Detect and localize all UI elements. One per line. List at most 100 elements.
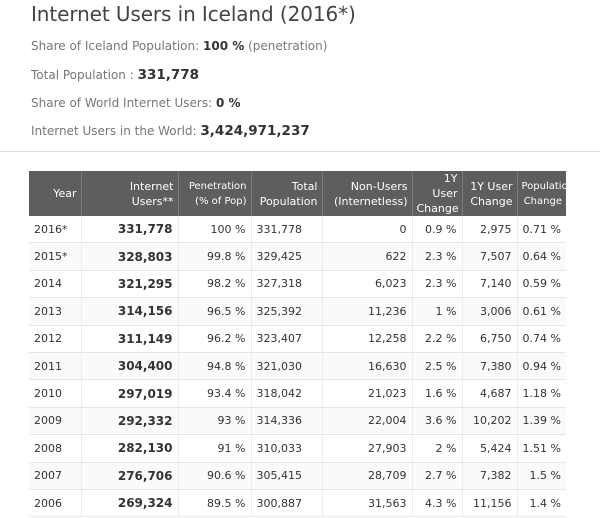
internet-users-cell: 331,778 xyxy=(81,216,179,244)
user-change-count-cell: 7,382 xyxy=(462,462,518,490)
user-change-count-cell: 11,156 xyxy=(462,489,518,518)
user-change-count-cell: 6,750 xyxy=(462,325,518,353)
user-change-percent-cell: 1 % xyxy=(412,297,463,326)
year-cell: 2008 xyxy=(29,434,82,463)
users-table-container: Year Internet Users** Penetration (% of … xyxy=(29,171,574,518)
year-cell: 2006 xyxy=(29,489,82,518)
total-population-cell: 310,033 xyxy=(251,434,323,463)
non-users-cell: 21,023 xyxy=(322,379,413,408)
population-change-cell: 0.64 % xyxy=(517,242,566,271)
population-change-cell: 0.61 % xyxy=(517,297,566,326)
table-row: 2013 314,156 96.5 % 325,392 11,236 1 % 3,006 0.… xyxy=(29,297,566,326)
header-divider xyxy=(0,151,600,152)
table-row: 2009 292,332 93 % 314,336 22,004 3.6 % 10,202 1… xyxy=(29,407,566,436)
column-header-user-change-count[interactable]: 1Y User Change xyxy=(462,171,518,216)
total-population-stat: Total Population : 331,778 xyxy=(31,67,199,83)
non-users-cell: 31,563 xyxy=(322,489,413,518)
user-change-percent-cell: 4.3 % xyxy=(412,489,463,518)
internet-users-cell: 269,324 xyxy=(81,489,179,518)
total-population-cell: 321,030 xyxy=(251,352,323,381)
table-row: 2014 321,295 98.2 % 327,318 6,023 2.3 % 7,140 0… xyxy=(29,270,566,299)
total-population-label: Total Population : xyxy=(31,68,134,82)
year-cell: 2007 xyxy=(29,462,82,490)
user-change-percent-cell: 2.3 % xyxy=(412,270,463,299)
penetration-cell: 96.5 % xyxy=(178,297,252,326)
share-of-population-stat: Share of Iceland Population: 100 % (pene… xyxy=(31,39,327,53)
user-change-percent-cell: 2.7 % xyxy=(412,462,463,490)
population-change-cell: 1.5 % xyxy=(517,462,566,490)
user-change-count-cell: 7,140 xyxy=(462,270,518,299)
penetration-cell: 93 % xyxy=(178,407,252,436)
user-change-percent-cell: 0.9 % xyxy=(412,216,463,244)
non-users-cell: 11,236 xyxy=(322,297,413,326)
year-cell: 2014 xyxy=(29,270,82,299)
penetration-cell: 94.8 % xyxy=(178,352,252,381)
table-body: 2016* 331,778 100 % 331,778 0 0.9 % 2,975 0.71 … xyxy=(29,216,566,518)
column-header-non-users[interactable]: Non-Users (Internetless) xyxy=(322,171,413,216)
penetration-cell: 91 % xyxy=(178,434,252,463)
year-cell: 2011 xyxy=(29,352,82,381)
user-change-count-cell: 7,507 xyxy=(462,242,518,271)
share-of-world-label: Share of World Internet Users: xyxy=(31,96,213,110)
table-row: 2016* 331,778 100 % 331,778 0 0.9 % 2,975 0.71 … xyxy=(29,216,566,244)
population-change-cell: 1.4 % xyxy=(517,489,566,518)
internet-users-cell: 297,019 xyxy=(81,379,179,408)
penetration-cell: 96.2 % xyxy=(178,325,252,353)
share-of-population-label: Share of Iceland Population: xyxy=(31,39,200,53)
table-row: 2007 276,706 90.6 % 305,415 28,709 2.7 % 7,382… xyxy=(29,462,566,490)
table-row: 2006 269,324 89.5 % 300,887 31,563 4.3 % 11,15… xyxy=(29,489,566,518)
table-row: 2012 311,149 96.2 % 323,407 12,258 2.2 % 6,750… xyxy=(29,325,566,353)
column-header-population-change[interactable]: Population Change xyxy=(517,171,574,216)
column-header-user-change-percent[interactable]: 1Y User Change xyxy=(412,171,463,216)
column-header-total-population[interactable]: Total Population xyxy=(251,171,323,216)
non-users-cell: 622 xyxy=(322,242,413,271)
user-change-count-cell: 7,380 xyxy=(462,352,518,381)
user-change-percent-cell: 2.5 % xyxy=(412,352,463,381)
year-cell: 2016* xyxy=(29,216,82,244)
non-users-cell: 0 xyxy=(322,216,413,244)
population-change-cell: 1.39 % xyxy=(517,407,566,436)
table-row: 2011 304,400 94.8 % 321,030 16,630 2.5 % 7,380… xyxy=(29,352,566,381)
population-change-cell: 0.74 % xyxy=(517,325,566,353)
internet-users-cell: 304,400 xyxy=(81,352,179,381)
share-of-population-suffix: (penetration) xyxy=(248,39,328,53)
non-users-cell: 22,004 xyxy=(322,407,413,436)
internet-users-table: Year Internet Users** Penetration (% of … xyxy=(29,171,574,518)
year-cell: 2013 xyxy=(29,297,82,326)
share-of-population-value: 100 % xyxy=(203,39,245,53)
total-population-cell: 327,318 xyxy=(251,270,323,299)
population-change-cell: 0.59 % xyxy=(517,270,566,299)
column-header-internet-users[interactable]: Internet Users** xyxy=(81,171,179,216)
total-population-cell: 325,392 xyxy=(251,297,323,326)
year-cell: 2009 xyxy=(29,407,82,436)
page-title: Internet Users in Iceland (2016*) xyxy=(31,2,356,26)
non-users-cell: 6,023 xyxy=(322,270,413,299)
penetration-cell: 93.4 % xyxy=(178,379,252,408)
user-change-percent-cell: 2.3 % xyxy=(412,242,463,271)
non-users-cell: 28,709 xyxy=(322,462,413,490)
penetration-cell: 98.2 % xyxy=(178,270,252,299)
total-population-cell: 331,778 xyxy=(251,216,323,244)
user-change-percent-cell: 1.6 % xyxy=(412,379,463,408)
internet-users-cell: 321,295 xyxy=(81,270,179,299)
user-change-count-cell: 10,202 xyxy=(462,407,518,436)
population-change-cell: 0.71 % xyxy=(517,216,566,244)
internet-users-cell: 276,706 xyxy=(81,462,179,490)
internet-users-cell: 282,130 xyxy=(81,434,179,463)
user-change-percent-cell: 2.2 % xyxy=(412,325,463,353)
penetration-cell: 100 % xyxy=(178,216,252,244)
year-cell: 2010 xyxy=(29,379,82,408)
share-of-world-stat: Share of World Internet Users: 0 % xyxy=(31,96,241,110)
population-change-cell: 1.18 % xyxy=(517,379,566,408)
column-header-year[interactable]: Year xyxy=(29,171,82,216)
total-population-cell: 329,425 xyxy=(251,242,323,271)
non-users-cell: 16,630 xyxy=(322,352,413,381)
total-population-cell: 314,336 xyxy=(251,407,323,436)
total-population-value: 331,778 xyxy=(137,67,200,83)
total-population-cell: 305,415 xyxy=(251,462,323,490)
column-header-penetration[interactable]: Penetration (% of Pop) xyxy=(178,171,252,216)
population-change-cell: 1.51 % xyxy=(517,434,566,463)
total-population-cell: 323,407 xyxy=(251,325,323,353)
internet-users-cell: 292,332 xyxy=(81,407,179,436)
table-row: 2008 282,130 91 % 310,033 27,903 2 % 5,424 1.51… xyxy=(29,434,566,463)
